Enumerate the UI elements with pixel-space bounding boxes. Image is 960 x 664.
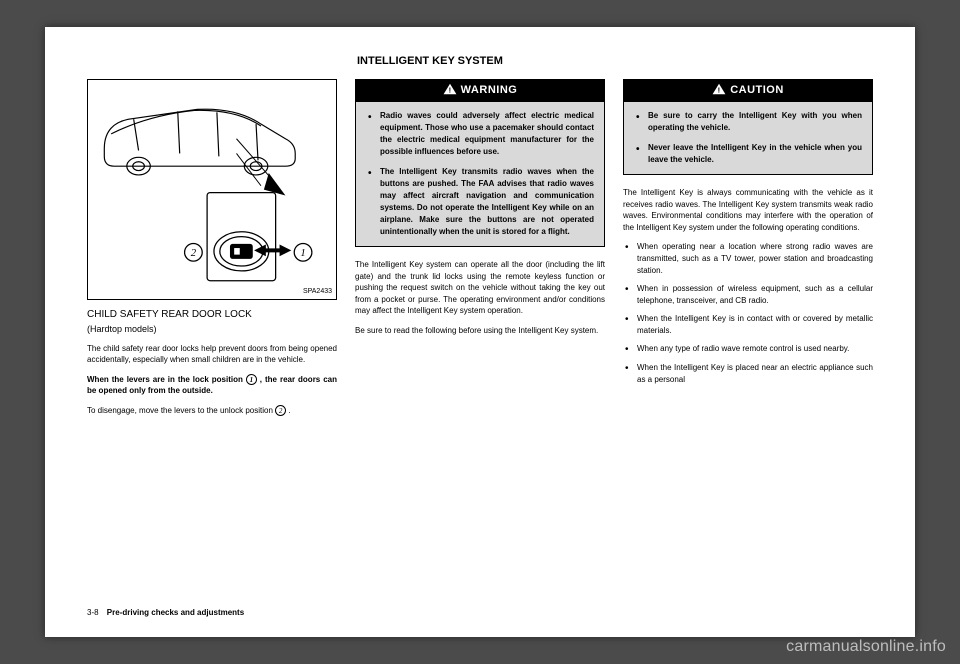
column-right: ! CAUTION Be sure to carry the Intellige…: [623, 79, 873, 425]
warning-box: ! WARNING Radio waves could adversely af…: [355, 79, 605, 247]
text-fragment: .: [286, 406, 290, 415]
column-middle: ! WARNING Radio waves could adversely af…: [355, 79, 605, 425]
caution-item: Never leave the Intelligent Key in the v…: [634, 142, 862, 166]
svg-text:2: 2: [191, 247, 197, 259]
circled-2-icon: 2: [275, 405, 286, 416]
manual-page: INTELLIGENT KEY SYSTEM: [45, 27, 915, 637]
figure-code: SPA2433: [303, 287, 332, 297]
warning-label: WARNING: [461, 84, 518, 96]
list-item: When any type of radio wave remote contr…: [623, 343, 873, 355]
child-lock-figure: 2 1 SPA2433: [87, 79, 337, 300]
caution-header: ! CAUTION: [624, 80, 872, 102]
body-paragraph: The Intelligent Key is always communicat…: [623, 187, 873, 233]
body-paragraph: Be sure to read the following before usi…: [355, 325, 605, 337]
content-columns: 2 1 SPA2433 CHILD SAFETY REAR DOOR LOCK …: [87, 79, 873, 425]
body-paragraph-bold: When the levers are in the lock position…: [87, 374, 337, 397]
warning-header: ! WARNING: [356, 80, 604, 102]
list-item: When in possession of wireless equipment…: [623, 283, 873, 306]
warning-item: Radio waves could adversely affect elect…: [366, 110, 594, 158]
column-left: 2 1 SPA2433 CHILD SAFETY REAR DOOR LOCK …: [87, 79, 337, 425]
list-item: When operating near a location where str…: [623, 241, 873, 276]
warning-item: The Intelligent Key transmits radio wave…: [366, 166, 594, 238]
warning-triangle-icon: !: [443, 83, 457, 95]
footer-title: Pre-driving checks and adjustments: [107, 608, 244, 617]
svg-text:!: !: [718, 86, 721, 95]
body-paragraph: The child safety rear door locks help pr…: [87, 343, 337, 366]
caution-item: Be sure to carry the Intelligent Key wit…: [634, 110, 862, 134]
warning-body: Radio waves could adversely affect elect…: [356, 102, 604, 246]
subheading-note: (Hardtop models): [87, 323, 337, 336]
caution-box: ! CAUTION Be sure to carry the Intellige…: [623, 79, 873, 175]
svg-text:!: !: [448, 86, 451, 95]
list-item: When the Intelligent Key is placed near …: [623, 362, 873, 385]
body-paragraph: The Intelligent Key system can operate a…: [355, 259, 605, 317]
page-number: 3-8: [87, 608, 99, 617]
text-fragment: When the levers are in the lock position: [87, 375, 246, 384]
subheading: CHILD SAFETY REAR DOOR LOCK: [87, 308, 337, 323]
caution-label: CAUTION: [730, 84, 784, 96]
section-title: INTELLIGENT KEY SYSTEM: [357, 55, 873, 67]
text-fragment: To disengage, move the levers to the unl…: [87, 406, 275, 415]
body-paragraph: To disengage, move the levers to the unl…: [87, 405, 337, 417]
circled-1-icon: 1: [246, 374, 257, 385]
vehicle-illustration: 2 1: [88, 80, 336, 295]
list-item: When the Intelligent Key is in contact w…: [623, 313, 873, 336]
conditions-list: When operating near a location where str…: [623, 241, 873, 385]
caution-body: Be sure to carry the Intelligent Key wit…: [624, 102, 872, 174]
page-footer: 3-8 Pre-driving checks and adjustments: [87, 608, 244, 617]
watermark: carmanualsonline.info: [786, 638, 946, 656]
warning-triangle-icon: !: [712, 83, 726, 95]
svg-text:1: 1: [300, 247, 305, 259]
